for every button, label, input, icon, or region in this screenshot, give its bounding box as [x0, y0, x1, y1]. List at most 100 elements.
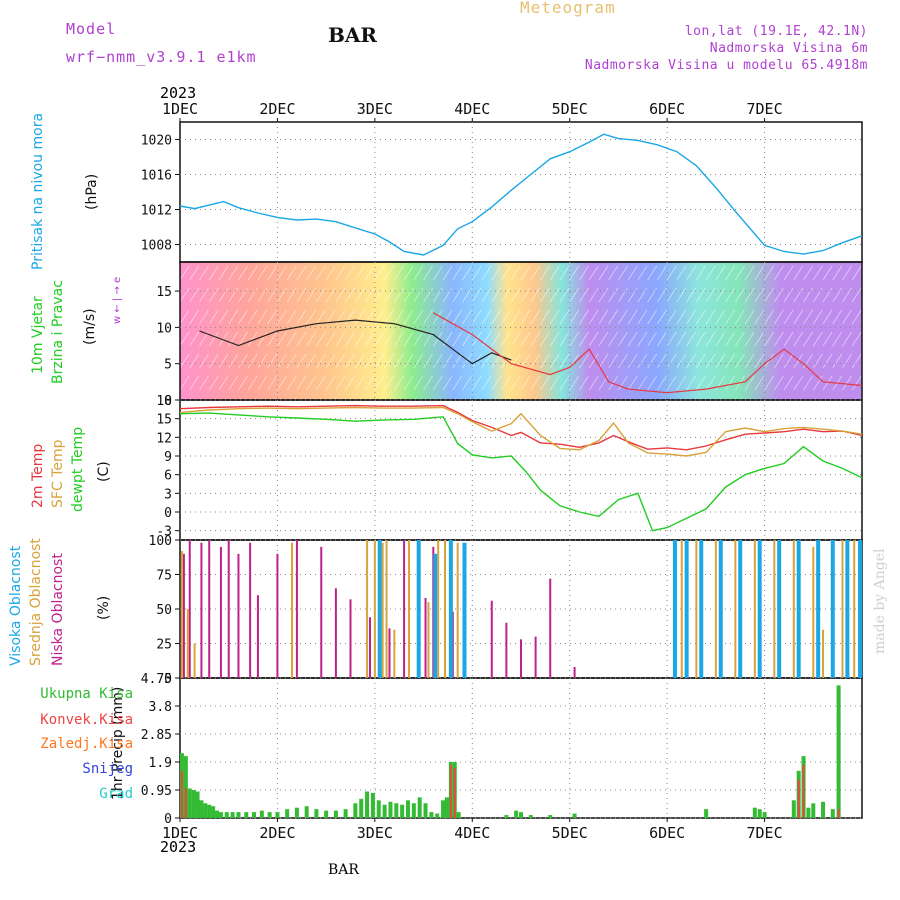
cloud-bar-2: [672, 540, 677, 678]
wind-arrow: [208, 331, 219, 347]
wind-arrow: [764, 309, 774, 325]
ytick-label-cloud: 100: [149, 534, 172, 549]
wind-arrow: [296, 375, 307, 391]
wind-arrow: [657, 375, 667, 391]
wind-arrow: [559, 353, 570, 369]
wind-arrow: [832, 287, 843, 303]
wind-arrow: [666, 331, 677, 347]
wind-arrow: [783, 375, 794, 391]
wind-arrow: [657, 287, 667, 303]
wind-arrow: [705, 331, 716, 347]
wind-arrow: [189, 287, 200, 303]
wind-arrow: [520, 309, 531, 325]
wind-arrow: [501, 265, 511, 281]
wind-arrow: [783, 265, 794, 281]
precip-bar-0: [230, 812, 235, 818]
ytick-label-cloud: 25: [156, 638, 172, 653]
precip-bar-0: [757, 809, 762, 818]
wind-arrow: [286, 309, 297, 325]
wind-arrow: [705, 309, 716, 325]
wind-arrow: [851, 375, 862, 391]
wind-arrow: [179, 287, 190, 303]
cloud-bar-2: [845, 540, 850, 678]
wind-arrow: [579, 331, 589, 347]
wind-arrow: [627, 353, 638, 369]
wind-arrow: [462, 309, 472, 325]
wind-arrow: [686, 353, 696, 369]
cloud-bar-1: [734, 540, 737, 678]
precip-bar-0: [830, 809, 835, 818]
wind-arrow: [442, 309, 453, 325]
wind-arrow: [676, 353, 687, 369]
wind-arrow: [355, 331, 365, 347]
wind-arrow: [306, 331, 316, 347]
wind-arrow: [228, 375, 239, 391]
wind-arrow: [647, 265, 657, 281]
wind-arrow: [764, 287, 774, 303]
wind-arrow: [394, 309, 404, 325]
wind-arrow: [247, 353, 258, 369]
wind-arrow: [413, 265, 424, 281]
wind-arrow: [335, 375, 346, 391]
wind-arrow: [238, 287, 248, 303]
wind-arrow: [316, 353, 326, 369]
cloud-bar-2: [462, 542, 467, 678]
bottom-date-label: 5DEC: [552, 824, 588, 842]
wind-arrow: [306, 353, 316, 369]
wind-arrow: [725, 331, 735, 347]
ytick-label-wind: 15: [156, 285, 172, 300]
precip-bar-0: [285, 809, 290, 818]
wind-arrow: [803, 287, 813, 303]
cloud-bar-1: [193, 643, 196, 678]
wind-arrow: [735, 265, 745, 281]
wind-arrow: [842, 287, 852, 303]
wind-arrow: [510, 287, 521, 303]
wind-arrow: [696, 309, 706, 325]
wind-arrow: [286, 265, 297, 281]
wind-arrow: [793, 375, 804, 391]
wind-arrow: [510, 331, 521, 347]
wind-arrow: [520, 265, 531, 281]
ytick-label-temp: 6: [164, 469, 172, 484]
ytick-label-precip: 1.9: [149, 756, 172, 771]
precip-bar-0: [187, 788, 192, 818]
precip-bar-0: [203, 803, 208, 818]
wind-arrow: [345, 309, 355, 325]
wind-arrow: [579, 375, 589, 391]
wind-arrow: [199, 375, 209, 391]
panel-frame-pressure: [179, 121, 863, 263]
wind-arrow: [345, 375, 355, 391]
wind-arrow: [774, 265, 784, 281]
meteogram-title: Meteogram: [520, 0, 616, 17]
wind-arrow: [569, 287, 580, 303]
wind-arrow: [364, 287, 375, 303]
wind-arrow: [793, 287, 804, 303]
precip-bar-0: [275, 812, 280, 818]
cloud-bar-2: [830, 540, 835, 678]
wind-arrow: [686, 309, 696, 325]
wind-arrow: [812, 353, 823, 369]
wind-arrow: [423, 375, 433, 391]
wind-arrow: [793, 309, 804, 325]
wind-arrow: [238, 331, 248, 347]
wind-arrow: [696, 331, 706, 347]
wind-arrow: [306, 265, 316, 281]
precip-bar-1: [802, 764, 805, 818]
wind-arrow: [754, 353, 765, 369]
precip-bar-0: [183, 756, 188, 818]
wind-arrow: [715, 309, 726, 325]
precip-bar-0: [365, 791, 370, 818]
wind-arrow: [783, 287, 794, 303]
cloud-bar-2: [448, 540, 453, 678]
wind-arrow: [803, 331, 813, 347]
wind-arrow: [208, 309, 219, 325]
wind-arrow: [257, 331, 268, 347]
legend-snow: Snijeg: [82, 761, 133, 777]
wind-arrow: [452, 265, 463, 281]
legend-freezing-rain: Zaledj.Kisa: [40, 736, 133, 752]
wind-arrow: [812, 375, 823, 391]
wind-arrow: [764, 375, 774, 391]
wind-arrow: [851, 265, 862, 281]
wind-arrow: [549, 265, 560, 281]
